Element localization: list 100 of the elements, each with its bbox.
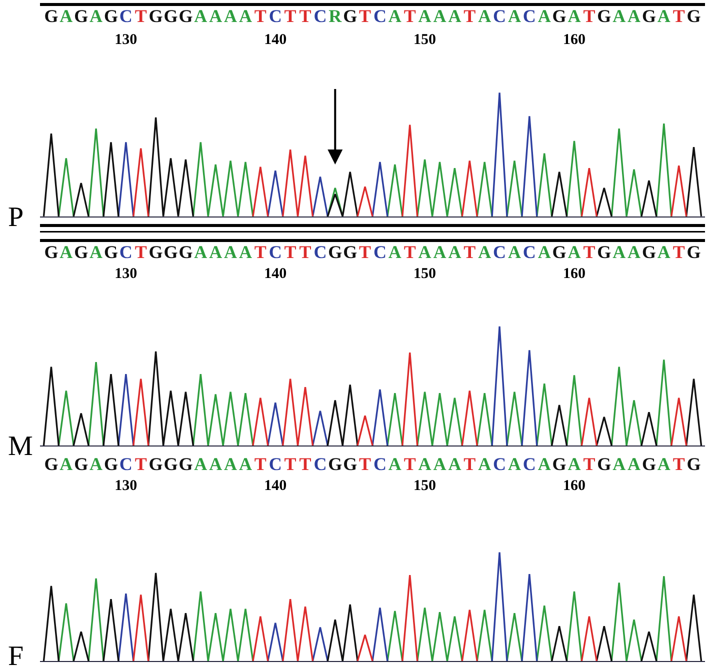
- x-tick-label: T: [404, 6, 416, 26]
- x-tick-label: T: [583, 6, 596, 26]
- x-tick-label: A: [209, 454, 222, 474]
- text: M: [8, 430, 33, 462]
- x-tick-label: C: [373, 6, 386, 26]
- x-tick-label: G: [74, 242, 88, 262]
- x-tick-label: G: [686, 454, 701, 474]
- x-tick-label: T: [134, 454, 147, 474]
- x-tick-label: A: [612, 242, 626, 262]
- x-tick-label: A: [418, 242, 432, 262]
- x-tick-label: A: [90, 6, 103, 26]
- x-tick-label: A: [60, 454, 73, 474]
- x-tick-label: T: [134, 6, 147, 26]
- x-tick-label: C: [493, 454, 506, 474]
- x-tick-label: A: [194, 454, 208, 474]
- x-tick-label: C: [493, 6, 506, 26]
- x-tick-label: G: [74, 454, 88, 474]
- x2-tick-label: 130: [114, 266, 138, 282]
- x-tick-label: A: [448, 6, 462, 26]
- x-tick-label: G: [44, 6, 58, 26]
- x-tick-label: T: [672, 242, 685, 262]
- x-tick-label: A: [60, 242, 73, 262]
- x-tick-label: G: [686, 6, 701, 26]
- x-tick-label: G: [178, 454, 193, 474]
- x-tick-label: R: [328, 6, 343, 26]
- x-tick-label: A: [90, 454, 103, 474]
- x-tick-label: A: [568, 6, 581, 26]
- x2-tick-label: 140: [264, 478, 287, 494]
- x-tick-label: G: [148, 242, 163, 262]
- x-tick-label: G: [104, 6, 118, 26]
- x-tick-label: C: [119, 454, 132, 474]
- x-tick-label: T: [583, 454, 596, 474]
- x-tick-label: A: [508, 6, 521, 26]
- x-tick-label: T: [359, 242, 372, 262]
- x-tick-label: A: [657, 454, 670, 474]
- x-tick-label: G: [148, 454, 163, 474]
- x-tick-label: G: [552, 6, 566, 26]
- x-tick-label: T: [284, 242, 296, 262]
- x-tick-label: G: [597, 6, 612, 26]
- x2-tick-label: 150: [414, 478, 436, 494]
- x-tick-label: A: [657, 242, 670, 262]
- x-tick-label: T: [464, 454, 476, 474]
- x-tick-label: A: [478, 454, 492, 474]
- x-tick-label: C: [268, 454, 282, 474]
- x-tick-label: A: [433, 242, 446, 262]
- x-tick-label: A: [433, 6, 446, 26]
- x2-tick-label: 130: [114, 32, 138, 48]
- x-tick-label: A: [388, 242, 402, 262]
- x-tick-label: C: [522, 454, 536, 474]
- x2-tick-label: 160: [562, 32, 586, 48]
- x-tick-label: T: [583, 242, 596, 262]
- x-tick-label: T: [299, 454, 312, 474]
- x-tick-label: G: [343, 6, 358, 26]
- x-tick-label: A: [238, 242, 252, 262]
- x-tick-label: T: [672, 454, 685, 474]
- x-tick-label: A: [388, 454, 402, 474]
- x-tick-label: C: [119, 242, 132, 262]
- x-tick-label: C: [268, 6, 282, 26]
- x-tick-label: G: [642, 242, 656, 262]
- x-tick-label: C: [493, 242, 506, 262]
- x-tick-label: T: [404, 454, 416, 474]
- x-tick-label: A: [433, 454, 446, 474]
- x2-tick-label: 160: [562, 266, 586, 282]
- x-tick-label: G: [164, 454, 178, 474]
- x-tick-label: C: [373, 454, 386, 474]
- x-tick-label: T: [672, 6, 685, 26]
- x-tick-label: A: [448, 454, 462, 474]
- text: P: [8, 202, 24, 233]
- x-tick-label: T: [299, 242, 312, 262]
- x-tick-label: G: [597, 454, 612, 474]
- x-tick-label: A: [538, 6, 551, 26]
- x-tick-label: A: [612, 454, 626, 474]
- x-tick-label: T: [284, 454, 296, 474]
- x-tick-label: T: [359, 454, 372, 474]
- x-tick-label: G: [164, 6, 178, 26]
- x-tick-label: A: [612, 6, 626, 26]
- x-tick-label: G: [148, 6, 163, 26]
- x-tick-label: A: [209, 242, 222, 262]
- x-tick-label: A: [90, 242, 103, 262]
- x-tick-label: A: [568, 454, 581, 474]
- x-tick-label: G: [552, 454, 566, 474]
- x2-tick-label: 150: [414, 32, 436, 48]
- x2-tick-label: 160: [562, 478, 586, 494]
- x-tick-label: C: [314, 242, 327, 262]
- x2-tick-label: 130: [114, 478, 138, 494]
- x-tick-label: A: [628, 6, 641, 26]
- x-tick-label: A: [568, 242, 581, 262]
- x2-tick-label: 140: [264, 32, 287, 48]
- x-tick-label: A: [209, 6, 222, 26]
- x-tick-label: C: [522, 242, 536, 262]
- x-tick-label: A: [478, 242, 492, 262]
- x-tick-label: C: [314, 6, 327, 26]
- x-tick-label: A: [478, 6, 492, 26]
- x-tick-label: G: [44, 454, 58, 474]
- x-tick-label: G: [552, 242, 566, 262]
- x-tick-label: A: [418, 454, 432, 474]
- x-tick-label: C: [268, 242, 282, 262]
- x-tick-label: A: [388, 6, 402, 26]
- x-tick-label: G: [328, 454, 342, 474]
- x-tick-label: A: [194, 242, 208, 262]
